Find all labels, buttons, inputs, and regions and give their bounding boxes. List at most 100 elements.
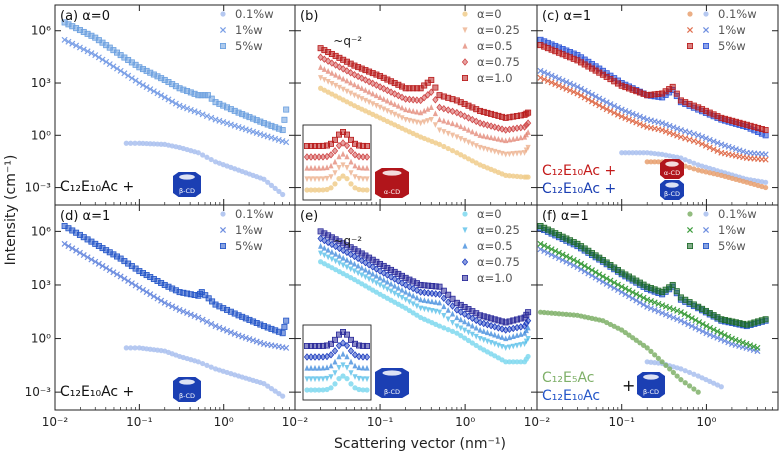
data-point <box>662 303 669 310</box>
data-point <box>503 172 509 178</box>
data-point <box>633 150 639 156</box>
data-point <box>599 104 606 111</box>
data-point <box>253 129 260 136</box>
x-tick-label: 10⁻¹ <box>367 415 394 429</box>
data-point <box>143 289 150 296</box>
data-point <box>351 268 358 275</box>
data-point <box>366 276 372 283</box>
data-point <box>563 85 570 92</box>
legend-marker <box>461 75 468 82</box>
data-point <box>581 262 588 269</box>
data-point <box>377 104 383 111</box>
data-point <box>332 61 339 69</box>
data-point <box>200 152 206 158</box>
data-point <box>410 310 416 316</box>
data-point <box>380 84 387 93</box>
data-point <box>732 146 739 153</box>
panel-title: (b) <box>300 9 318 24</box>
inset-point <box>307 153 315 161</box>
data-point <box>567 87 574 94</box>
data-point <box>280 393 286 399</box>
data-point <box>180 104 187 111</box>
inset-point <box>308 164 314 171</box>
data-point <box>373 92 380 99</box>
data-point <box>499 334 505 340</box>
data-point <box>69 40 76 47</box>
data-point <box>95 260 102 267</box>
panel-f: (f) α=1 0.1%w 1%w 5%w C₁₂E₅Ac C₁₂E₁₀Ac + β-CD 10… <box>524 204 779 429</box>
data-point <box>318 250 324 257</box>
data-point <box>436 141 443 148</box>
data-point <box>362 258 369 267</box>
data-point <box>344 77 350 84</box>
data-point <box>629 110 636 117</box>
data-point <box>637 340 643 346</box>
data-point <box>603 99 610 106</box>
data-point <box>640 294 647 301</box>
data-point <box>264 133 271 140</box>
data-point <box>204 362 210 368</box>
data-point <box>596 95 603 102</box>
data-point <box>283 106 290 113</box>
data-point <box>458 333 464 339</box>
series-1 <box>318 250 531 351</box>
series-4 <box>317 228 532 326</box>
data-point <box>203 318 210 325</box>
inset-point <box>348 381 354 387</box>
data-point <box>454 121 460 128</box>
data-point <box>469 128 475 135</box>
data-point <box>677 317 684 324</box>
data-point <box>362 266 369 273</box>
plot-area <box>537 223 769 395</box>
data-point <box>603 275 610 282</box>
data-point <box>103 265 110 272</box>
data-point <box>281 116 288 123</box>
data-point <box>592 269 599 276</box>
data-point <box>195 109 202 116</box>
data-point <box>462 125 468 131</box>
beta-cd-icon-label: β-CD <box>664 190 680 198</box>
data-point <box>703 376 709 383</box>
inset-point <box>360 176 366 183</box>
data-point <box>548 72 555 79</box>
legend-marker-alt <box>686 26 694 34</box>
legend-marker-alt <box>687 242 694 249</box>
data-point <box>227 121 234 128</box>
inset <box>302 124 372 201</box>
data-point <box>365 77 373 86</box>
y-tick-label: 10⁻³ <box>25 181 52 195</box>
data-point <box>388 109 394 116</box>
data-point <box>425 118 431 124</box>
data-point <box>682 128 689 135</box>
legend-label: α=0.5 <box>477 39 513 53</box>
beta-cd-icon-cavity <box>643 374 659 380</box>
data-point <box>537 67 544 74</box>
data-point <box>674 373 680 379</box>
inset-point <box>359 153 367 161</box>
data-point <box>432 96 439 104</box>
data-point <box>433 299 439 305</box>
data-point <box>449 328 456 334</box>
data-point <box>750 343 757 350</box>
legend-label: 1%w <box>718 23 746 37</box>
data-point <box>392 282 398 289</box>
data-point <box>454 330 460 336</box>
data-point <box>366 99 372 106</box>
data-point <box>740 148 747 155</box>
inset-point <box>304 187 310 193</box>
data-point <box>279 138 286 145</box>
data-point <box>647 305 654 312</box>
data-point <box>611 109 618 116</box>
data-point <box>728 335 735 342</box>
data-point <box>484 329 491 336</box>
legend-marker <box>461 274 468 281</box>
inset-point <box>311 353 319 361</box>
series-0 <box>318 259 531 365</box>
data-point <box>139 286 147 293</box>
data-point <box>410 284 417 293</box>
data-point <box>65 243 72 250</box>
data-point <box>333 82 339 89</box>
data-point <box>370 278 376 285</box>
data-point <box>647 298 654 305</box>
data-point <box>428 116 434 123</box>
